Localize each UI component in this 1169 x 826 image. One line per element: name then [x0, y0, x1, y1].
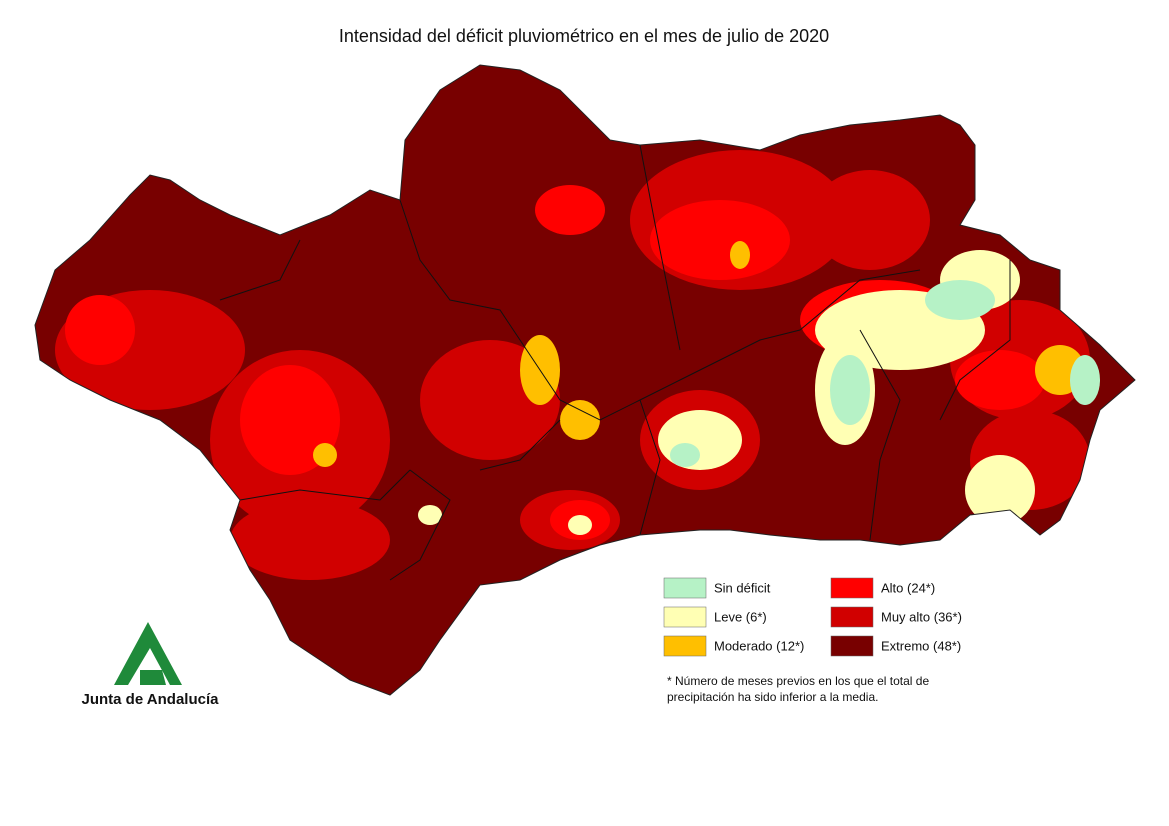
legend-label: Moderado (12*)	[714, 638, 804, 653]
legend-swatch	[830, 577, 874, 599]
legend-label: Muy alto (36*)	[881, 609, 962, 624]
footnote: * Número de meses previos en los que el …	[667, 674, 929, 688]
legend-label: Leve (6*)	[714, 609, 767, 624]
legend-label: Sin déficit	[714, 580, 771, 595]
legend-label: Extremo (48*)	[881, 638, 961, 653]
legend: Sin déficit Alto (24*) Leve (6*) Muy alto (…	[663, 577, 962, 657]
zones-no-deficit	[670, 280, 1100, 467]
legend-swatch	[830, 635, 874, 657]
legend-label: Alto (24*)	[881, 580, 935, 595]
logo-text: Junta de Andalucía	[82, 691, 220, 708]
legend-swatch	[663, 635, 707, 657]
footnote: precipitación ha sido inferior a la medi…	[667, 690, 878, 704]
legend-swatch	[830, 606, 874, 628]
logo: Junta de Andalucía	[82, 622, 220, 708]
legend-swatch	[663, 577, 707, 599]
map-title: Intensidad del déficit pluviométrico en …	[339, 26, 829, 46]
legend-swatch	[663, 606, 707, 628]
province-borders	[219, 144, 1011, 581]
logo-mark	[114, 622, 182, 685]
